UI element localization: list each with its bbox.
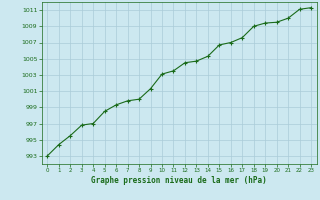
X-axis label: Graphe pression niveau de la mer (hPa): Graphe pression niveau de la mer (hPa) (91, 176, 267, 185)
